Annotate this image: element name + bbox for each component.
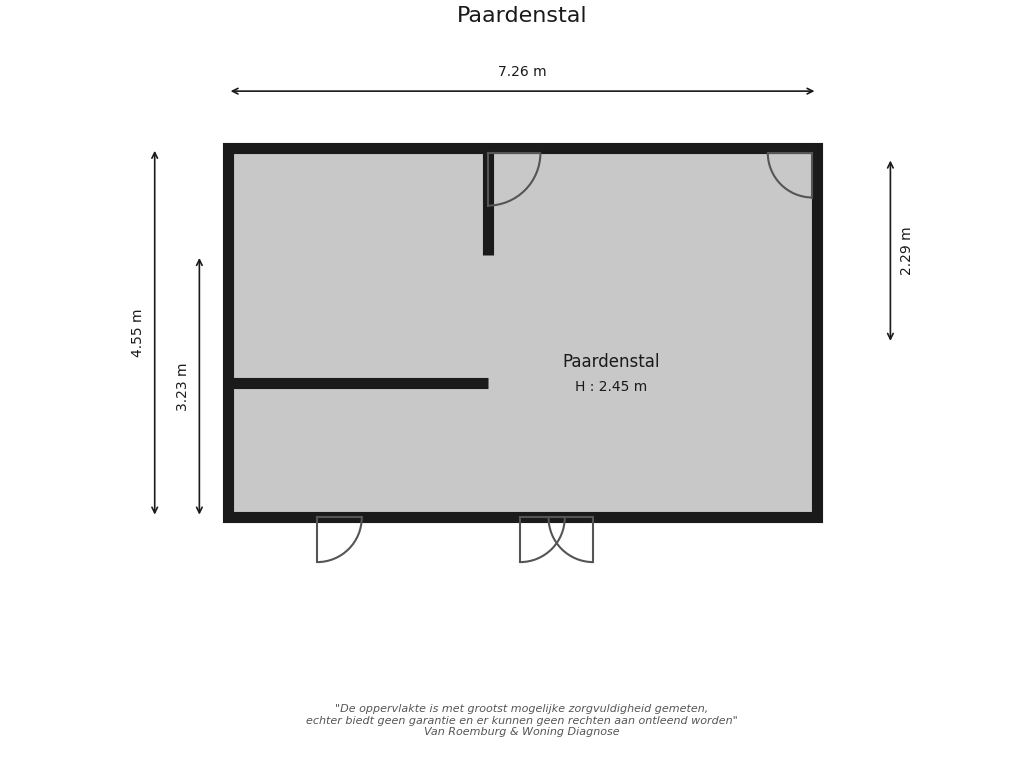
Bar xyxy=(227,148,817,518)
Text: 7.26 m: 7.26 m xyxy=(499,65,547,79)
Text: 3.23 m: 3.23 m xyxy=(176,362,189,411)
Text: 4.55 m: 4.55 m xyxy=(131,309,145,357)
Text: 2.29 m: 2.29 m xyxy=(900,227,914,275)
Text: H : 2.45 m: H : 2.45 m xyxy=(574,379,647,394)
Text: "De oppervlakte is met grootst mogelijke zorgvuldigheid gemeten,
echter biedt ge: "De oppervlakte is met grootst mogelijke… xyxy=(306,704,737,737)
Text: Paardenstal: Paardenstal xyxy=(458,6,588,26)
Bar xyxy=(227,148,817,518)
Text: Paardenstal: Paardenstal xyxy=(562,353,659,371)
